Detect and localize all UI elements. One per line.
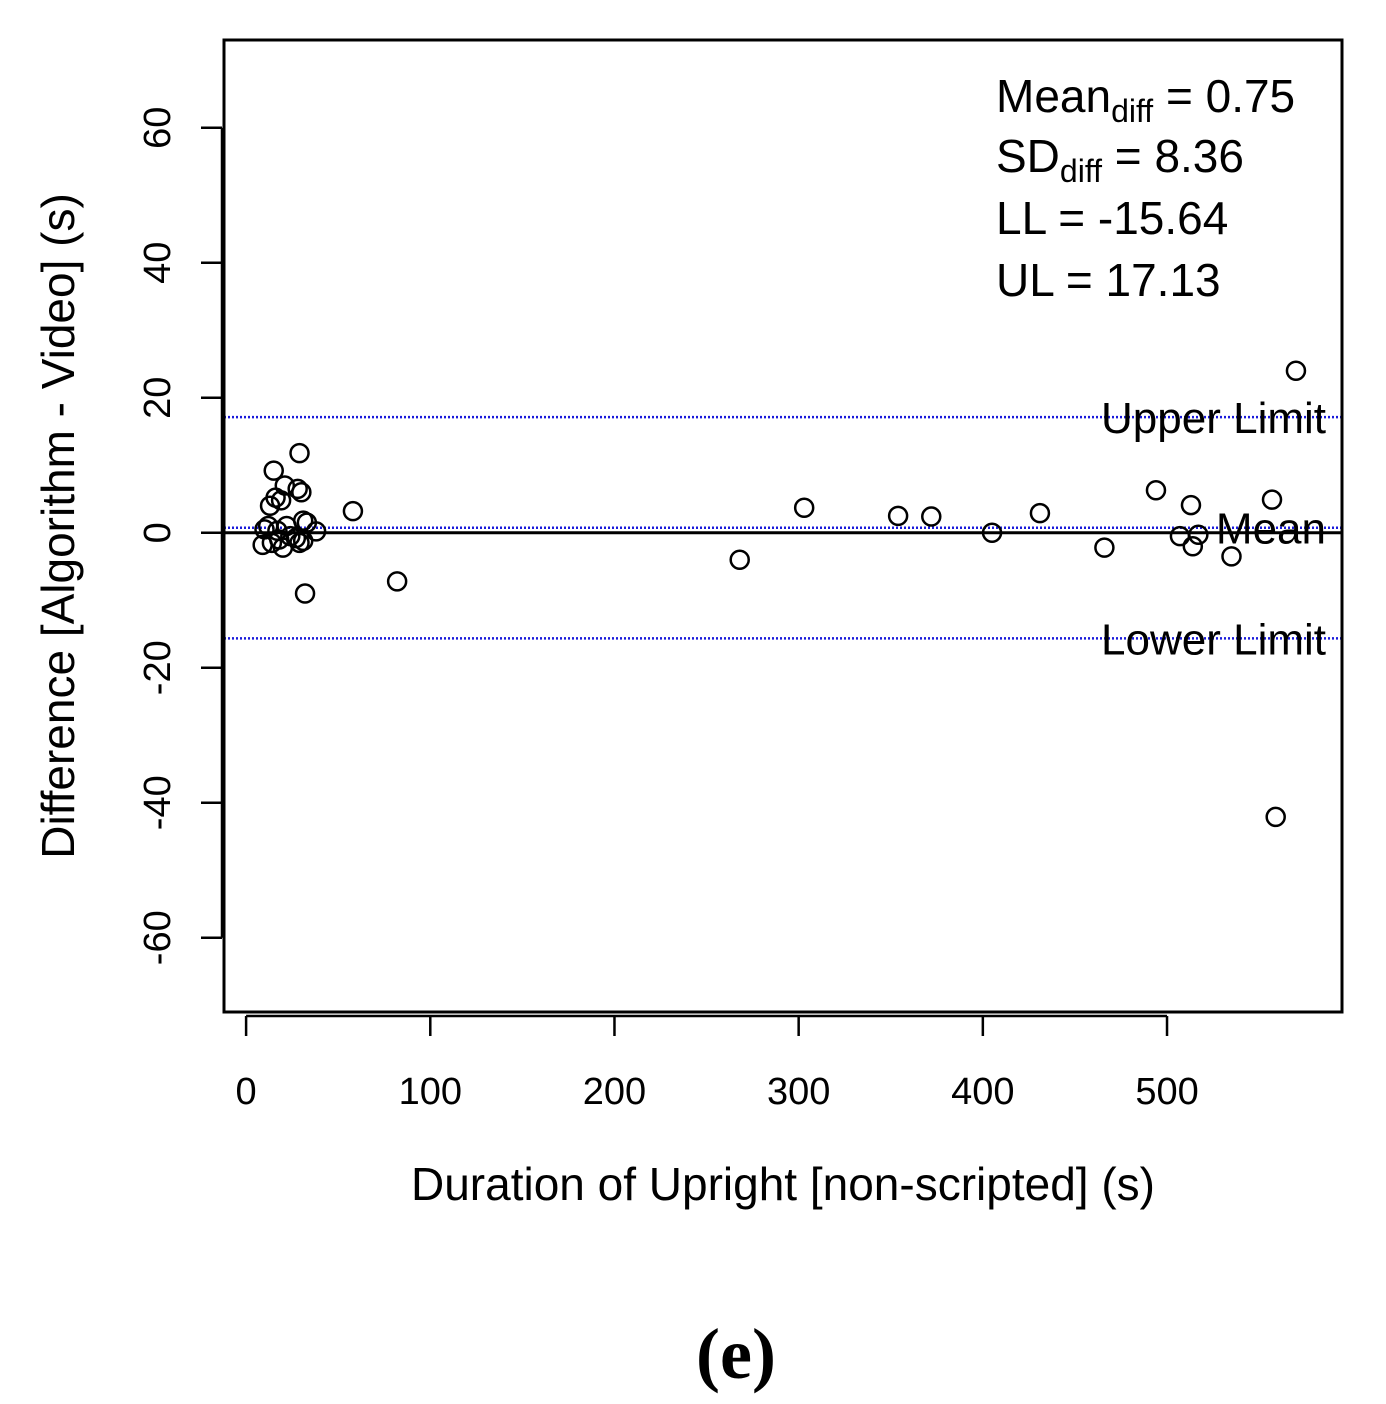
data-point: [1094, 537, 1115, 558]
data-point: [1145, 479, 1167, 501]
y-tick-label: 60: [137, 107, 179, 149]
stats-annotation: Meandiff = 0.75 SDdiff = 8.36 LL = -15.6…: [996, 70, 1295, 306]
data-point: [386, 571, 408, 592]
data-point: [1169, 525, 1191, 547]
upper-limit-stat: UL = 17.13: [996, 254, 1221, 306]
data-point: [1180, 494, 1202, 516]
x-tick-label: 100: [399, 1071, 462, 1113]
reference-label-lower-limit: Lower Limit: [1101, 615, 1326, 664]
data-point: [981, 522, 1003, 543]
data-point: [729, 549, 750, 570]
reference-label-mean: Mean: [1216, 505, 1326, 554]
data-point: [342, 500, 364, 522]
y-tick-label: -60: [137, 910, 179, 965]
data-point: [1182, 536, 1204, 557]
y-tick-label: 20: [137, 377, 179, 419]
data-point: [1285, 360, 1307, 381]
mean-diff-stat: Meandiff = 0.75: [996, 70, 1295, 129]
data-point: [291, 482, 312, 503]
data-point: [263, 460, 284, 481]
data-point: [1221, 546, 1242, 567]
data-point: [1029, 502, 1051, 524]
y-tick-label: 40: [137, 242, 179, 284]
data-point: [921, 506, 942, 527]
y-tick-label: -40: [137, 775, 179, 830]
figure-caption: (e): [696, 1314, 776, 1394]
data-point: [289, 442, 310, 464]
data-point: [287, 478, 308, 500]
x-tick-label: 200: [583, 1071, 646, 1113]
data-point: [793, 497, 815, 519]
data-point: [270, 490, 292, 511]
lower-limit-stat: LL = -15.64: [996, 192, 1228, 244]
y-tick-label: 0: [137, 522, 179, 543]
sd-diff-stat: SDdiff = 8.36: [996, 130, 1244, 189]
x-tick-label: 400: [951, 1071, 1014, 1113]
x-tick-label: 0: [236, 1071, 257, 1113]
reference-label-upper-limit: Upper Limit: [1101, 394, 1326, 443]
x-tick-label: 500: [1135, 1071, 1198, 1113]
data-point: [887, 505, 909, 527]
y-axis-label: Difference [Algorithm - Video] (s): [32, 193, 84, 859]
x-axis-label: Duration of Upright [non-scripted] (s): [411, 1158, 1155, 1210]
data-point: [1188, 524, 1209, 546]
plot-frame: [222, 38, 1344, 1014]
data-point: [1261, 489, 1283, 510]
y-tick-label: -20: [137, 640, 179, 695]
x-tick-label: 300: [767, 1071, 830, 1113]
data-point: [305, 521, 327, 542]
data-point: [1265, 806, 1286, 828]
data-point: [294, 583, 316, 604]
